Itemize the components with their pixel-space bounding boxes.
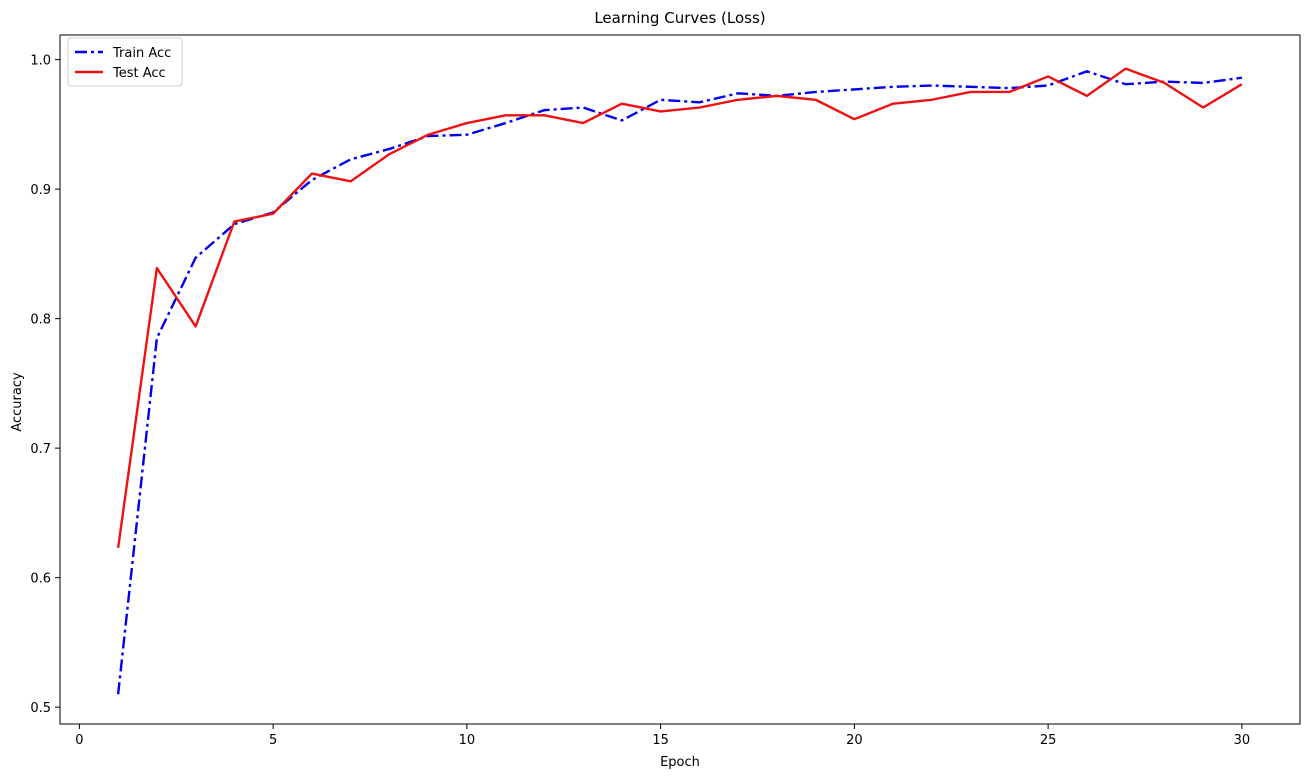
x-tick-label: 10 xyxy=(459,733,476,748)
y-axis-label: Accuracy xyxy=(10,372,25,432)
x-tick-label: 25 xyxy=(1040,733,1057,748)
series-line-train-acc xyxy=(116,70,1243,695)
legend-label: Train Acc xyxy=(112,46,171,61)
y-axis-ticks: 0.5 0.6 0.7 0.8 0.9 1.0 xyxy=(30,54,60,716)
x-tick-label: 15 xyxy=(652,733,669,748)
plot-area: 0 5 10 15 20 25 30 0.5 0.6 0.7 0.8 0.9 1.0 xyxy=(30,34,1301,748)
y-tick-label: 0.7 xyxy=(30,442,51,457)
x-tick-label: 5 xyxy=(269,733,277,748)
axes-frame xyxy=(59,34,1301,725)
y-tick-label: 0.9 xyxy=(30,183,51,198)
chart-title: Learning Curves (Loss) xyxy=(594,9,765,27)
legend-label: Test Acc xyxy=(112,66,166,81)
y-tick-label: 1.0 xyxy=(30,54,51,69)
x-tick-label: 0 xyxy=(75,733,83,748)
y-tick-label: 0.6 xyxy=(30,572,51,587)
y-tick-label: 0.5 xyxy=(30,701,51,716)
series-lines xyxy=(116,67,1243,695)
y-tick-label: 0.8 xyxy=(30,313,51,328)
x-tick-label: 30 xyxy=(1234,733,1251,748)
series-line-test-acc xyxy=(116,67,1243,549)
legend-box xyxy=(67,37,183,87)
x-tick-label: 20 xyxy=(846,733,863,748)
legend: Train Acc Test Acc xyxy=(67,37,183,87)
x-axis-label: Epoch xyxy=(660,755,700,770)
x-axis-ticks: 0 5 10 15 20 25 30 xyxy=(75,724,1250,748)
